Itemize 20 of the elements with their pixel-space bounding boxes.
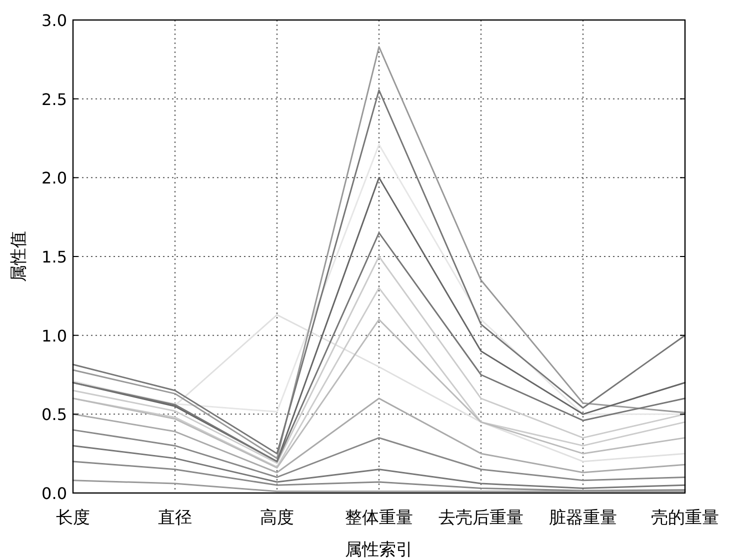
y-tick-label: 2.0 xyxy=(42,168,67,188)
x-tick-label: 直径 xyxy=(158,508,192,528)
line-series xyxy=(72,429,686,482)
y-tick-label: 0.5 xyxy=(42,405,67,424)
x-tick-label: 脏器重量 xyxy=(549,508,617,528)
line-series xyxy=(72,398,686,474)
line-series xyxy=(72,460,686,492)
line-series xyxy=(72,444,686,490)
x-tick-label: 长度 xyxy=(56,508,90,528)
y-tick-label: 2.5 xyxy=(42,90,67,109)
y-tick-label: 1.0 xyxy=(42,326,67,346)
y-tick-label: 1.5 xyxy=(42,248,67,266)
x-tick-label: 高度 xyxy=(260,508,294,528)
x-axis-title: 属性索引 xyxy=(345,540,413,559)
x-tick-label: 壳的重量 xyxy=(651,508,719,528)
x-tick-label: 整体重量 xyxy=(345,508,413,528)
y-tick-label: 3.0 xyxy=(42,11,67,30)
y-axis-title: 属性值 xyxy=(9,231,29,282)
y-tick-label: 0.0 xyxy=(42,484,67,503)
x-tick-label: 去壳后重量 xyxy=(438,508,524,528)
